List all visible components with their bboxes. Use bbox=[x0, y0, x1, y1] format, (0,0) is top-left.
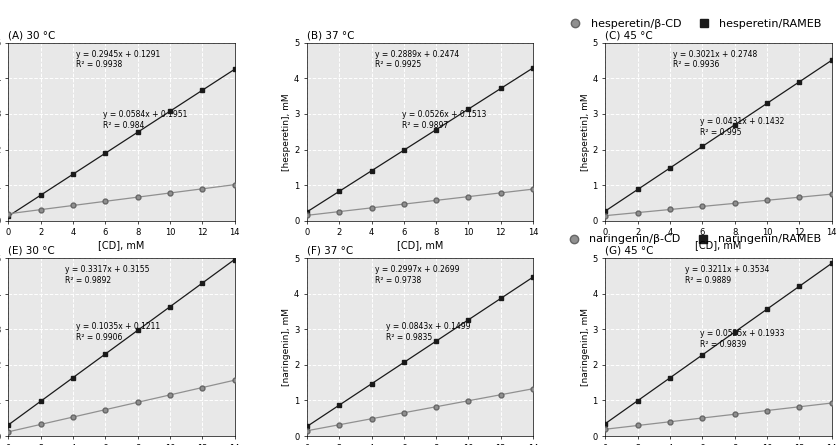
X-axis label: [CD], mM: [CD], mM bbox=[696, 240, 742, 250]
Text: y = 0.0584x + 0.1951
R² = 0.984: y = 0.0584x + 0.1951 R² = 0.984 bbox=[103, 110, 188, 130]
Text: y = 0.2889x + 0.2474
R² = 0.9925: y = 0.2889x + 0.2474 R² = 0.9925 bbox=[375, 50, 459, 69]
X-axis label: [CD], mM: [CD], mM bbox=[98, 240, 144, 250]
Y-axis label: [hesperetin], mM: [hesperetin], mM bbox=[580, 93, 590, 170]
X-axis label: [CD], mM: [CD], mM bbox=[396, 240, 444, 250]
Text: y = 0.0431x + 0.1432
R² = 0.995: y = 0.0431x + 0.1432 R² = 0.995 bbox=[701, 117, 785, 137]
Text: (A) 30 °C: (A) 30 °C bbox=[8, 31, 55, 40]
Text: y = 0.1035x + 0.1211
R² = 0.9906: y = 0.1035x + 0.1211 R² = 0.9906 bbox=[76, 322, 160, 342]
Text: y = 0.2997x + 0.2699
R² = 0.9738: y = 0.2997x + 0.2699 R² = 0.9738 bbox=[375, 265, 459, 284]
Text: (C) 45 °C: (C) 45 °C bbox=[606, 31, 654, 40]
Text: (B) 37 °C: (B) 37 °C bbox=[307, 31, 354, 40]
Text: y = 0.0526x + 0.1513
R² = 0.9897: y = 0.0526x + 0.1513 R² = 0.9897 bbox=[402, 110, 486, 130]
Text: y = 0.0843x + 0.1499
R² = 0.9835: y = 0.0843x + 0.1499 R² = 0.9835 bbox=[386, 322, 470, 342]
Text: y = 0.2945x + 0.1291
R² = 0.9938: y = 0.2945x + 0.1291 R² = 0.9938 bbox=[76, 50, 160, 69]
Text: y = 0.3021x + 0.2748
R² = 0.9936: y = 0.3021x + 0.2748 R² = 0.9936 bbox=[674, 50, 758, 69]
Y-axis label: [naringenin], mM: [naringenin], mM bbox=[580, 308, 590, 386]
Text: y = 0.3317x + 0.3155
R² = 0.9892: y = 0.3317x + 0.3155 R² = 0.9892 bbox=[65, 265, 150, 284]
Text: (F) 37 °C: (F) 37 °C bbox=[307, 246, 353, 256]
Text: (E) 30 °C: (E) 30 °C bbox=[8, 246, 55, 256]
Legend: naringenin/β-CD, naringenin/RAMEB: naringenin/β-CD, naringenin/RAMEB bbox=[559, 230, 826, 249]
Text: y = 0.3211x + 0.3534
R² = 0.9889: y = 0.3211x + 0.3534 R² = 0.9889 bbox=[685, 265, 769, 284]
Legend: hesperetin/β-CD, hesperetin/RAMEB: hesperetin/β-CD, hesperetin/RAMEB bbox=[559, 15, 826, 33]
Text: y = 0.0525x + 0.1933
R² = 0.9839: y = 0.0525x + 0.1933 R² = 0.9839 bbox=[701, 329, 785, 349]
Y-axis label: [hesperetin], mM: [hesperetin], mM bbox=[282, 93, 291, 170]
Text: (G) 45 °C: (G) 45 °C bbox=[606, 246, 654, 256]
Y-axis label: [naringenin], mM: [naringenin], mM bbox=[282, 308, 291, 386]
